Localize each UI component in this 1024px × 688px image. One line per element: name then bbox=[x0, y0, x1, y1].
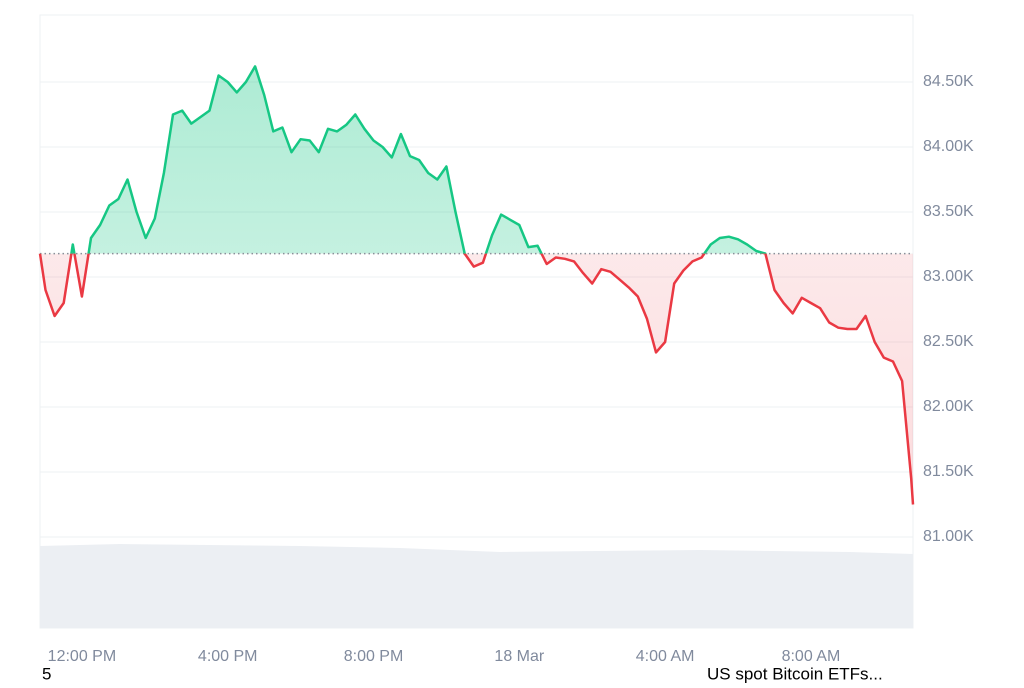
footer-text: US spot Bitcoin ETFs... bbox=[707, 664, 883, 683]
x-tick-label: 4:00 AM bbox=[636, 648, 695, 665]
y-tick-label: 81.00K bbox=[923, 528, 974, 545]
y-tick-label: 81.50K bbox=[923, 463, 974, 480]
footer-text: 5 bbox=[42, 664, 51, 683]
y-tick-label: 82.00K bbox=[923, 398, 974, 415]
volume-area bbox=[40, 544, 913, 628]
y-tick-label: 84.50K bbox=[923, 73, 974, 90]
x-tick-label: 4:00 PM bbox=[198, 648, 258, 665]
y-tick-label: 83.50K bbox=[923, 203, 974, 220]
x-tick-label: 8:00 PM bbox=[344, 648, 404, 665]
y-tick-label: 82.50K bbox=[923, 333, 974, 350]
x-tick-label: 18 Mar bbox=[494, 648, 544, 665]
x-tick-label: 8:00 AM bbox=[782, 648, 841, 665]
price-line-up bbox=[40, 65, 767, 254]
price-line-down bbox=[38, 253, 915, 505]
x-tick-label: 12:00 PM bbox=[48, 648, 116, 665]
y-tick-label: 84.00K bbox=[923, 138, 974, 155]
plot-frame bbox=[39, 14, 914, 629]
area-down bbox=[40, 253, 913, 505]
y-tick-label: 83.00K bbox=[923, 268, 974, 285]
